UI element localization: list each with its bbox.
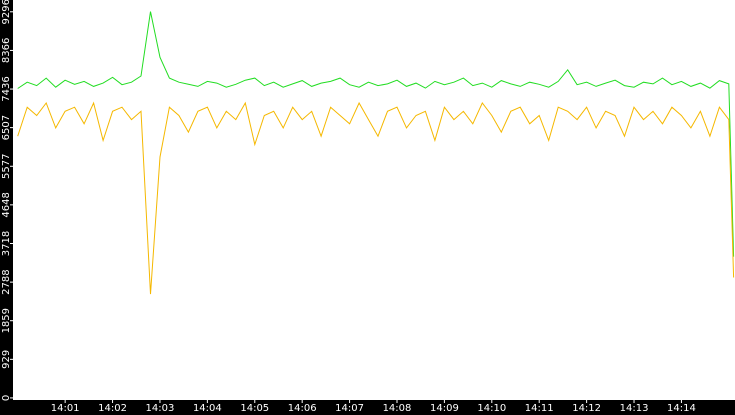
- y-tick-label: 8366: [1, 38, 12, 63]
- x-tick-label: 14:05: [240, 403, 269, 414]
- x-tick-label: 14:13: [620, 403, 649, 414]
- x-tick-label: 14:08: [383, 403, 412, 414]
- x-tick-label: 14:12: [572, 403, 601, 414]
- y-tick-label: 6507: [1, 115, 12, 140]
- x-tick-label: 14:10: [477, 403, 506, 414]
- y-tick-label: 929: [1, 350, 12, 369]
- y-tick-label: 9296: [1, 0, 12, 25]
- x-tick-label: 14:06: [288, 403, 317, 414]
- x-tick-label: 14:07: [335, 403, 364, 414]
- y-tick-label: 5577: [1, 154, 12, 179]
- y-tick-label: 3718: [1, 231, 12, 256]
- x-tick-label: 14:04: [193, 403, 222, 414]
- series-line: [17, 101, 735, 295]
- y-tick-label: 0: [1, 395, 12, 401]
- x-tick-label: 14:01: [51, 403, 80, 414]
- x-tick-label: 14:03: [146, 403, 175, 414]
- series-line: [17, 11, 735, 257]
- y-tick-label: 4648: [1, 192, 12, 217]
- x-tick-label: 14:11: [525, 403, 554, 414]
- y-tick-label: 2788: [1, 269, 12, 294]
- x-tick-label: 14:02: [98, 403, 127, 414]
- plot-area: [13, 0, 735, 400]
- y-tick-label: 7436: [1, 76, 12, 101]
- y-tick-label: 1859: [1, 308, 12, 333]
- x-tick-label: 14:14: [667, 403, 696, 414]
- x-tick-label: 14:09: [430, 403, 459, 414]
